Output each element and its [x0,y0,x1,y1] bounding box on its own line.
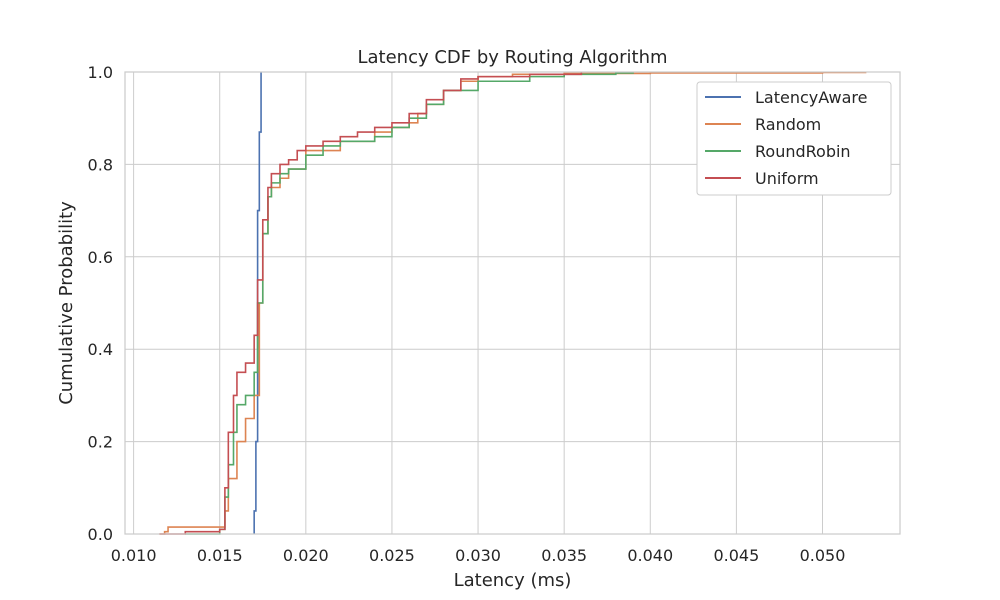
series-layer [159,71,867,535]
x-tick-label: 0.020 [283,546,329,565]
x-tick-label: 0.035 [541,546,587,565]
series-line-uniform [159,72,583,535]
y-tick-label: 0.6 [88,248,113,267]
plot-frame [124,71,901,535]
x-tick-label: 0.010 [111,546,157,565]
legend-label-latencyaware: LatencyAware [755,88,868,107]
y-tick-label: 1.0 [88,63,113,82]
y-tick-label: 0.4 [88,340,113,359]
x-tick-label: 0.045 [713,546,759,565]
legend-label-random: Random [755,115,821,134]
series-line-roundrobin [185,72,634,535]
x-tick-label: 0.050 [800,546,846,565]
legend-label-roundrobin: RoundRobin [755,142,851,161]
x-axis-label: Latency (ms) [454,570,572,591]
y-axis-label: Cumulative Probability [56,201,77,405]
legend-box [696,81,892,196]
y-tick-labels: 0.0 0.2 0.4 0.6 0.8 1.0 [88,63,113,544]
x-tick-label: 0.030 [455,546,501,565]
x-tick-label: 0.025 [369,546,415,565]
y-tick-label: 0.8 [88,155,113,174]
x-tick-label: 0.015 [197,546,243,565]
legend-label-uniform: Uniform [755,169,819,188]
series-line-latencyaware [253,72,262,534]
y-tick-label: 0.2 [88,433,113,452]
chart-title: Latency CDF by Routing Algorithm [357,47,667,68]
y-tick-label: 0.0 [88,525,113,544]
x-tick-labels: 0.010 0.015 0.020 0.025 0.030 0.035 0.040 0.045… [111,546,846,565]
x-tick-label: 0.040 [627,546,673,565]
legend: LatencyAware Random RoundRobin Uniform [696,81,892,196]
